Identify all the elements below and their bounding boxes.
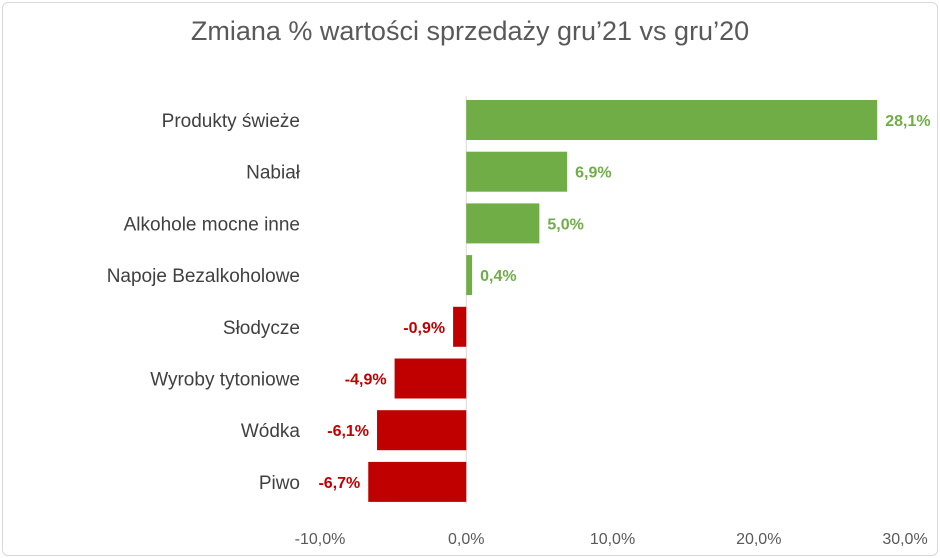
- bar: [466, 255, 473, 296]
- category-label: Piwo: [259, 473, 300, 494]
- category-label: Nabiał: [246, 163, 301, 184]
- data-label: 28,1%: [885, 113, 930, 130]
- bar: [466, 151, 568, 192]
- data-label: -0,9%: [403, 320, 445, 337]
- data-label: -6,1%: [327, 423, 369, 440]
- category-label: Produkty świeże: [162, 111, 300, 132]
- bar: [466, 203, 540, 244]
- category-label: Alkohole mocne inne: [124, 214, 300, 235]
- category-label: Napoje Bezalkoholowe: [107, 266, 300, 287]
- x-tick-label: -10,0%: [295, 531, 346, 548]
- x-tick-label: 0,0%: [448, 531, 484, 548]
- bar: [466, 100, 878, 140]
- data-label: -4,9%: [345, 372, 387, 389]
- category-label: Wódka: [241, 421, 301, 442]
- category-label: Słodycze: [223, 318, 300, 339]
- data-label: -6,7%: [318, 475, 360, 492]
- bar: [377, 410, 467, 451]
- bar: [453, 306, 467, 347]
- x-tick-label: 20,0%: [736, 531, 781, 548]
- x-tick-label: 30,0%: [882, 531, 927, 548]
- data-label: 5,0%: [547, 216, 583, 233]
- bar: [368, 461, 467, 502]
- category-label: Wyroby tytoniowe: [150, 370, 300, 391]
- data-label: 0,4%: [480, 268, 516, 285]
- data-label: 6,9%: [575, 165, 611, 182]
- bar: [394, 358, 467, 399]
- chart-title: Zmiana % wartości sprzedaży gru’21 vs gr…: [190, 16, 750, 46]
- x-tick-label: 10,0%: [590, 531, 635, 548]
